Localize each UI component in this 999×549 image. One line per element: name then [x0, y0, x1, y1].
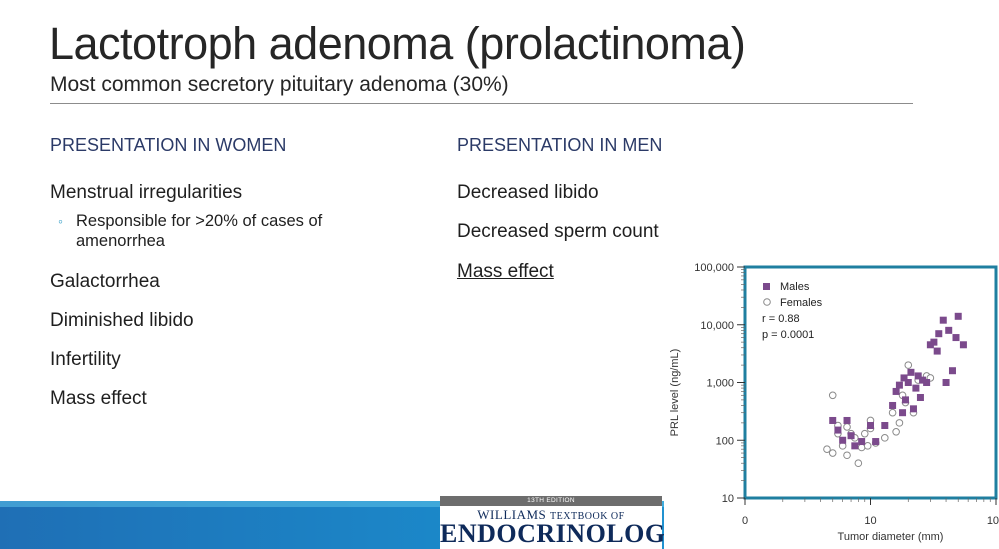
- female-point: [904, 361, 913, 369]
- women-item-menstrual: Menstrual irregularities: [50, 182, 243, 203]
- legend-males-marker: [763, 283, 770, 290]
- male-point: [900, 374, 908, 382]
- bullet-icon: ◦: [58, 213, 63, 229]
- male-point: [851, 442, 859, 450]
- male-point: [847, 432, 855, 440]
- male-point: [942, 379, 950, 386]
- male-point: [881, 422, 889, 430]
- male-point: [945, 326, 953, 334]
- y-axis-label: PRL level (ng/mL): [669, 349, 681, 437]
- female-point: [863, 442, 872, 450]
- female-point: [828, 391, 837, 400]
- male-point: [912, 384, 920, 392]
- logo-line1: WILLIAMS TEXTBOOK OF: [440, 507, 662, 523]
- plot-frame: [743, 265, 998, 500]
- x-tick-label: 10: [864, 515, 876, 527]
- legend-males-label: Males: [780, 281, 810, 293]
- male-point: [930, 338, 938, 346]
- title-divider: [50, 103, 913, 104]
- male-point: [954, 312, 962, 320]
- logo-edition: 13TH EDITION: [440, 496, 662, 506]
- male-point: [889, 401, 897, 409]
- x-tick-label: 100: [987, 515, 999, 527]
- women-item-mass-effect: Mass effect: [50, 388, 147, 409]
- male-point: [909, 405, 917, 413]
- female-point: [843, 423, 851, 431]
- male-point: [904, 379, 912, 386]
- male-point: [899, 409, 907, 417]
- female-point: [823, 445, 831, 453]
- male-point: [952, 334, 960, 342]
- women-item-galactorrhea: Galactorrhea: [50, 271, 160, 292]
- women-item-libido: Diminished libido: [50, 310, 194, 331]
- women-heading: PRESENTATION IN WOMEN: [50, 135, 287, 155]
- female-point: [892, 428, 900, 436]
- logo-textbook-of: TEXTBOOK OF: [550, 511, 625, 522]
- male-point: [839, 436, 847, 444]
- male-point: [919, 376, 927, 384]
- annotation-r: r = 0.88: [762, 313, 800, 325]
- williams-logo: 13TH EDITION WILLIAMS TEXTBOOK OF ENDOCR…: [440, 496, 685, 549]
- y-tick-label: 1,000: [706, 378, 734, 390]
- male-point: [901, 396, 909, 404]
- men-item-libido: Decreased libido: [457, 182, 599, 203]
- female-point: [843, 451, 851, 460]
- male-point: [858, 438, 866, 446]
- men-heading: PRESENTATION IN MEN: [457, 135, 663, 155]
- male-point: [892, 387, 900, 395]
- male-point: [916, 393, 924, 401]
- male-point: [895, 381, 903, 389]
- female-point: [888, 408, 897, 417]
- slide-subtitle: Most common secretory pituitary adenoma …: [50, 73, 509, 96]
- male-point: [926, 341, 934, 349]
- x-tick-label: 0: [742, 515, 748, 527]
- male-point: [867, 422, 874, 430]
- male-point: [834, 426, 842, 434]
- male-point: [923, 379, 931, 386]
- logo-endocrinology: ENDOCRINOLOGY: [440, 519, 685, 548]
- male-point: [872, 438, 880, 446]
- logo-williams: WILLIAMS: [477, 507, 547, 522]
- legend-females-marker: [763, 298, 771, 306]
- slide-title: Lactotroph adenoma (prolactinoma): [49, 18, 746, 69]
- women-sub-bullet-text: Responsible for >20% of cases of amenorr…: [76, 212, 323, 250]
- men-item-mass-effect-link[interactable]: Mass effect: [457, 261, 554, 282]
- male-point: [907, 368, 915, 376]
- male-point: [935, 330, 943, 338]
- male-point: [959, 341, 967, 349]
- y-tick-label: 10: [722, 493, 734, 505]
- male-point: [914, 372, 922, 380]
- legend-females-label: Females: [780, 297, 823, 309]
- male-point: [939, 316, 947, 324]
- y-tick-label: 100: [716, 435, 734, 447]
- women-item-infertility: Infertility: [50, 349, 121, 370]
- female-point: [880, 434, 889, 442]
- female-point: [854, 459, 863, 468]
- female-point: [860, 429, 869, 438]
- female-point: [857, 443, 866, 452]
- x-axis-label: Tumor diameter (mm): [838, 531, 944, 543]
- female-point: [895, 419, 904, 427]
- male-point: [933, 347, 941, 355]
- y-tick-label: 100,000: [694, 262, 734, 274]
- men-item-sperm: Decreased sperm count: [457, 221, 659, 242]
- female-point: [828, 449, 837, 457]
- male-point: [948, 367, 956, 375]
- male-point: [829, 416, 837, 424]
- y-tick-label: 10,000: [700, 320, 734, 332]
- women-sub-bullet: ◦ Responsible for >20% of cases of ameno…: [58, 211, 360, 251]
- annotation-p: p = 0.0001: [762, 329, 814, 341]
- male-point: [843, 416, 851, 424]
